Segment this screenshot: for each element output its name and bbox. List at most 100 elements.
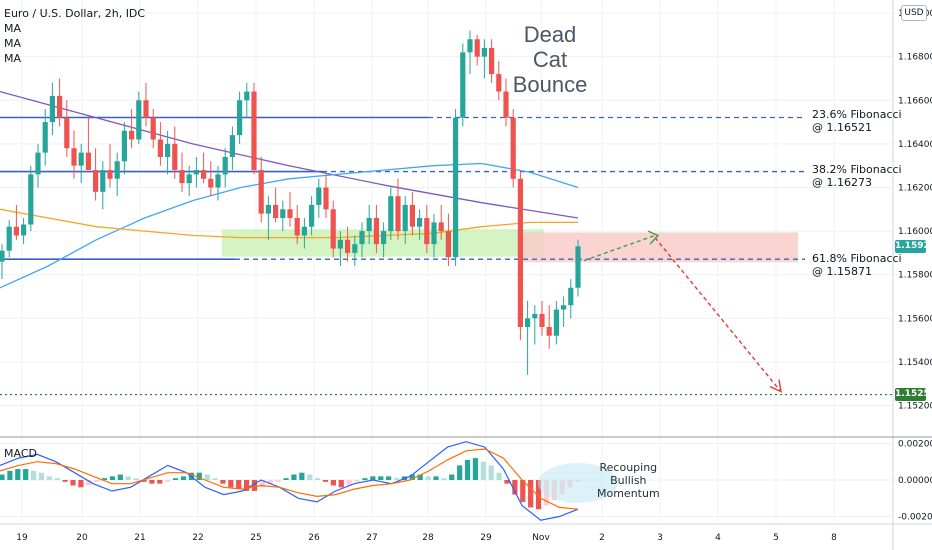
macd-histogram-bar	[425, 476, 431, 480]
momentum-highlight	[538, 463, 618, 503]
candle-body	[85, 152, 91, 171]
recouping-momentum-note: Recouping Bullish Momentum	[597, 461, 660, 500]
macd-line	[0, 441, 579, 521]
candle-body	[330, 209, 336, 249]
macd-histogram-bar	[291, 474, 297, 480]
x-tick-label: 29	[480, 533, 492, 543]
fib-38-value: @ 1.16273	[812, 176, 872, 189]
indicator-ma-1[interactable]: MA	[4, 22, 22, 35]
candle-body	[481, 47, 487, 57]
macd-y-tick-label: 0.00200	[898, 439, 932, 449]
x-tick-label: 8	[831, 533, 837, 543]
macd-histogram-bar	[172, 478, 179, 480]
macd-histogram-bar	[346, 480, 352, 486]
macd-histogram-bar	[236, 480, 242, 490]
fib-23-value: @ 1.16521	[812, 121, 872, 134]
candle-body	[337, 239, 343, 249]
candle-body	[373, 218, 379, 245]
candle-body	[323, 187, 329, 210]
candle-body	[532, 313, 538, 319]
macd-signal-line	[0, 448, 579, 510]
candle-body	[237, 100, 243, 136]
macd-histogram-bar	[496, 472, 502, 480]
candle-body	[525, 318, 531, 327]
macd-histogram-bar	[7, 470, 13, 480]
x-tick-label: 25	[250, 533, 261, 543]
ma-orange-line	[0, 208, 578, 239]
y-tick-label: 1.15400	[898, 358, 932, 368]
candle-body	[35, 152, 41, 175]
candle-body	[460, 52, 466, 118]
macd-histogram-bar	[441, 478, 447, 480]
macd-histogram-bar	[354, 480, 360, 482]
candle-body	[136, 100, 142, 140]
candle-body	[244, 91, 250, 101]
indicator-ma-2[interactable]: MA	[4, 37, 22, 50]
candle-body	[273, 204, 279, 218]
x-tick-label: 4	[715, 533, 721, 543]
x-tick-label: 26	[308, 533, 320, 543]
x-tick-label: 20	[76, 533, 88, 543]
candle-body	[453, 117, 459, 258]
candle-body	[165, 143, 171, 157]
macd-histogram-bar	[520, 480, 526, 502]
candle-body	[229, 135, 235, 157]
macd-histogram-bar	[196, 472, 202, 480]
candle-body	[345, 239, 351, 253]
macd-histogram-bar	[472, 458, 479, 480]
candle-body	[568, 287, 574, 306]
macd-histogram-bar	[370, 476, 376, 480]
macd-histogram-bar	[117, 474, 123, 480]
candle-body	[143, 100, 149, 118]
candle-body	[179, 170, 185, 184]
fib-label-61: 61.8% Fibonacci @ 1.15871	[812, 252, 902, 278]
projection-up-arrow	[583, 234, 656, 262]
macd-histogram-bar	[46, 476, 52, 480]
macd-title[interactable]: MACD	[4, 447, 37, 460]
x-tick-label: 22	[192, 533, 203, 543]
candle-body	[301, 226, 307, 236]
currency-badge[interactable]: USD	[901, 5, 927, 21]
macd-histogram-bar	[15, 469, 21, 480]
candle-body	[157, 139, 163, 157]
candle-body	[64, 117, 70, 149]
y-tick-label: 1.16600	[898, 96, 932, 106]
candle-body	[474, 39, 480, 57]
macd-histogram-bar	[409, 474, 415, 480]
macd-histogram-bar	[30, 470, 37, 480]
macd-histogram-bar	[244, 480, 250, 491]
macd-histogram-bar	[101, 478, 108, 480]
candle-body	[21, 224, 27, 236]
resistance-zone	[520, 232, 798, 263]
indicator-ma-3[interactable]: MA	[4, 52, 22, 65]
fib-61-value: @ 1.15871	[812, 265, 872, 278]
fib-61-name: 61.8% Fibonacci	[812, 252, 902, 265]
candle-body	[100, 170, 106, 192]
candle-body	[294, 218, 300, 236]
fib-38-name: 38.2% Fibonacci	[812, 163, 902, 176]
macd-histogram-bar	[417, 474, 423, 480]
macd-histogram-bar	[322, 480, 329, 482]
macd-histogram-bar	[141, 480, 147, 482]
candle-body	[388, 196, 394, 232]
candle-body	[359, 231, 365, 245]
macd-histogram-bar	[457, 465, 463, 480]
candle-body	[0, 250, 5, 262]
candle-body	[417, 218, 423, 227]
macd-histogram-bar	[212, 478, 218, 480]
candle-body	[129, 130, 135, 140]
macd-histogram-bar	[362, 478, 368, 480]
macd-histogram-bar	[62, 480, 68, 482]
y-tick-label: 1.15600	[898, 314, 932, 324]
macd-histogram-bar	[512, 480, 518, 495]
macd-histogram-bar	[315, 478, 321, 480]
macd-histogram-bar	[449, 474, 455, 480]
macd-histogram-bar	[204, 474, 210, 480]
symbol-title[interactable]: Euro / U.S. Dollar, 2h, IDC	[4, 7, 146, 20]
candle-body	[71, 148, 77, 166]
macd-histogram-bar	[307, 474, 313, 480]
macd-histogram-bar	[299, 472, 305, 480]
candle-body	[186, 174, 192, 184]
candle-body	[402, 204, 408, 232]
